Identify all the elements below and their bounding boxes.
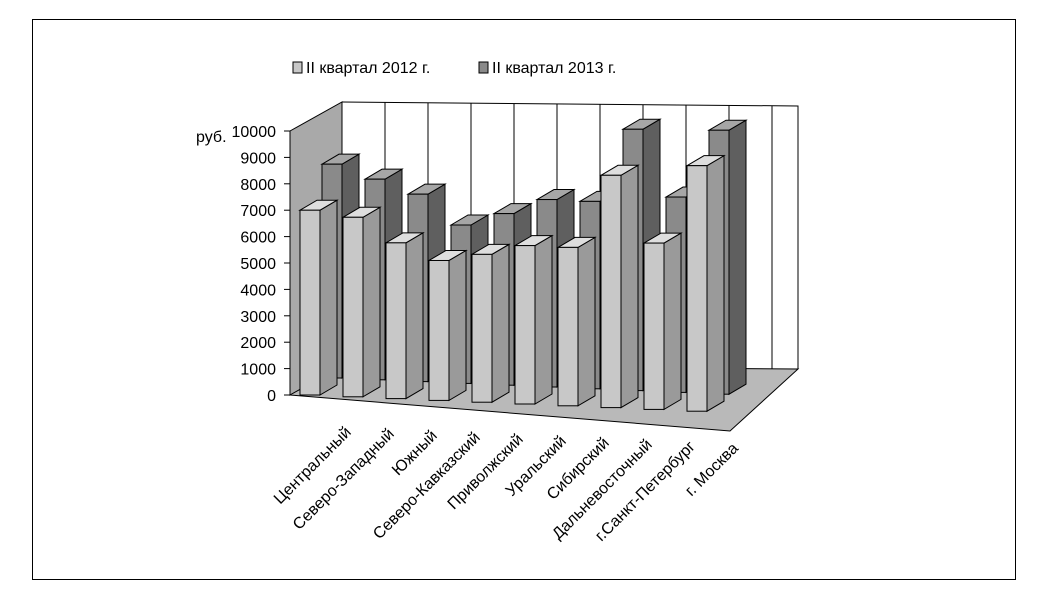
bar-2012-4 (470, 243, 511, 404)
bar-2012-7 (599, 164, 640, 409)
legend-swatch (478, 61, 489, 74)
chart-frame: 0 1000 2000 3000 4000 5000 6000 7000 8000 9000 100… (32, 19, 1016, 580)
y-tick-label: 2000 (240, 335, 276, 352)
y-tick-label: 7000 (240, 203, 276, 220)
bar-2012-5 (513, 234, 554, 405)
x-axis-labels: ЦентральныйСеверо-ЗападныйЮжныйСеверо-Ка… (271, 424, 742, 545)
bar-2012-6 (556, 236, 597, 407)
x-tick-label: Центральный (271, 424, 355, 508)
bar-2012-1 (341, 206, 382, 398)
y-tick-label: 8000 (240, 177, 276, 194)
bar-2012-0 (298, 199, 339, 396)
bar-2012-3 (427, 249, 468, 402)
y-tick-label: 4000 (240, 282, 276, 299)
chart-bars (298, 118, 748, 413)
y-tick-label: 3000 (240, 309, 276, 326)
legend-swatch (292, 61, 303, 74)
bar-2012-9 (685, 154, 726, 413)
y-tick-label: 9000 (240, 150, 276, 167)
bar-2012-2 (384, 231, 425, 400)
bar-2012-8 (642, 232, 683, 411)
y-tick-label: 6000 (240, 230, 276, 247)
back-wall-outline (341, 101, 799, 369)
legend: II квартал 2012 г. II квартал 2013 г. (292, 60, 616, 77)
legend-label: II квартал 2013 г. (492, 60, 616, 77)
y-tick-label: 5000 (240, 256, 276, 273)
legend-label: II квартал 2012 г. (306, 60, 430, 77)
y-tick-label: 0 (267, 388, 276, 405)
y-axis-ticks: 0 1000 2000 3000 4000 5000 6000 7000 8000 9000 100… (232, 124, 291, 405)
y-tick-label: 10000 (232, 124, 277, 141)
y-axis-label: руб. (196, 129, 227, 146)
chart-canvas: 0 1000 2000 3000 4000 5000 6000 7000 8000 9000 100… (196, 60, 800, 545)
y-tick-label: 1000 (240, 362, 276, 379)
